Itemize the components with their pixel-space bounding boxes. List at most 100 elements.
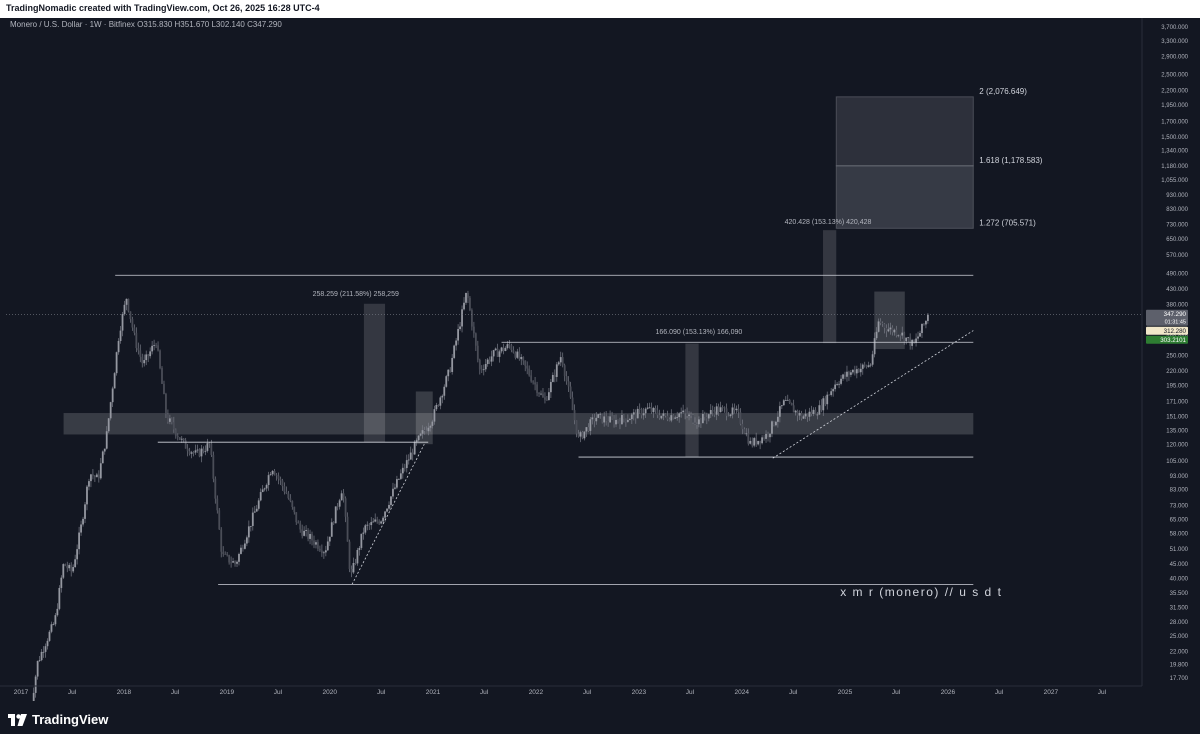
candle-body	[494, 348, 497, 351]
candle-body	[593, 417, 596, 422]
candle-body	[478, 359, 481, 370]
candle-body	[769, 433, 771, 438]
y-tick-label: 1,700.000	[1161, 120, 1188, 126]
x-tick-label: 2025	[838, 689, 853, 696]
candle-body	[599, 413, 602, 415]
candle-body	[386, 508, 388, 512]
candle-body	[255, 508, 258, 512]
header-credit: TradingNomadic created with TradingView.…	[6, 3, 320, 13]
symbol-legend[interactable]: Monero / U.S. Dollar · 1W · Bitfinex O31…	[10, 20, 282, 29]
candle-body	[575, 420, 578, 434]
candle-body	[407, 459, 410, 461]
candle-body	[362, 532, 365, 534]
candle-body	[897, 335, 900, 337]
candle-body	[433, 409, 436, 422]
candle-body	[658, 415, 661, 419]
candle-body	[624, 418, 627, 422]
candle-body	[322, 552, 325, 554]
y-tick-label: 570.000	[1166, 253, 1188, 259]
candle-body	[688, 414, 690, 417]
candle-body	[496, 348, 499, 357]
y-tick-label: 25.000	[1170, 634, 1189, 640]
tradingview-wordmark: TradingView	[32, 712, 109, 727]
candle-body	[853, 369, 856, 374]
candle-body	[607, 420, 610, 423]
candle-body	[723, 407, 726, 409]
candle-body	[917, 336, 919, 339]
candle-body	[765, 433, 767, 439]
candle-body	[701, 413, 704, 424]
measure-label: 166.090 (153.13%) 166,090	[655, 329, 742, 336]
candle-body	[423, 430, 426, 431]
candle-body	[461, 309, 463, 327]
candle-body	[334, 506, 337, 524]
candle-body	[794, 410, 797, 413]
candle-body	[674, 417, 677, 419]
candle-body	[210, 443, 213, 455]
legend-low: L302.140	[211, 20, 245, 29]
candle-body	[56, 608, 59, 616]
candle-body	[530, 375, 533, 382]
candle-body	[167, 413, 169, 422]
candle-body	[119, 330, 122, 342]
candle-body	[786, 399, 789, 401]
candle-body	[842, 374, 844, 379]
candle-body	[380, 521, 383, 524]
candle-body	[336, 506, 339, 508]
candle-body	[251, 512, 254, 526]
candle-body	[753, 438, 756, 446]
candle-body	[115, 352, 118, 374]
candle-body	[713, 411, 716, 415]
candle-body	[159, 350, 161, 369]
candle-body	[546, 399, 548, 401]
candle-body	[236, 561, 238, 564]
candle-body	[676, 417, 679, 418]
candle-body	[457, 329, 459, 341]
candle-body	[619, 421, 621, 425]
candle-body	[844, 374, 846, 377]
candle-body	[107, 418, 110, 432]
x-tick-label: Jul	[68, 689, 77, 696]
tradingview-brand[interactable]: TradingView	[8, 712, 108, 727]
candle-body	[690, 414, 692, 416]
candle-body	[249, 525, 252, 527]
candle-body	[157, 345, 159, 351]
candle-body	[34, 676, 37, 693]
candle-body	[498, 351, 501, 357]
candle-body	[366, 524, 369, 526]
candle-body	[540, 393, 542, 395]
candle-body	[449, 369, 452, 372]
candle-body	[384, 511, 386, 518]
candle-body	[198, 449, 201, 457]
candle-body	[899, 335, 902, 337]
legend-open: O315.830	[137, 20, 173, 29]
candle-body	[919, 333, 921, 337]
measure-box	[685, 343, 699, 458]
candle-body	[50, 624, 53, 632]
candle-body	[163, 383, 165, 395]
candle-body	[480, 369, 483, 371]
candle-body	[877, 321, 880, 332]
candle-body	[589, 419, 592, 431]
candle-body	[86, 486, 88, 505]
candle-body	[863, 364, 866, 366]
candle-body	[857, 369, 860, 373]
candle-body	[376, 519, 379, 522]
candle-body	[273, 470, 276, 475]
candle-body	[883, 323, 886, 328]
candle-body	[277, 475, 280, 479]
y-tick-label: 58.000	[1170, 531, 1189, 537]
candle-body	[326, 541, 329, 551]
candle-body	[463, 302, 465, 310]
candle-body	[775, 421, 777, 426]
candle-body	[240, 547, 242, 554]
price-tag-box	[1146, 326, 1188, 335]
candle-body	[613, 418, 615, 425]
candle-body	[165, 394, 167, 414]
candle-body	[755, 438, 758, 445]
candle-body	[648, 407, 651, 409]
candle-body	[324, 550, 327, 553]
y-tick-label: 1,500.000	[1161, 135, 1188, 141]
candle-body	[889, 327, 892, 330]
